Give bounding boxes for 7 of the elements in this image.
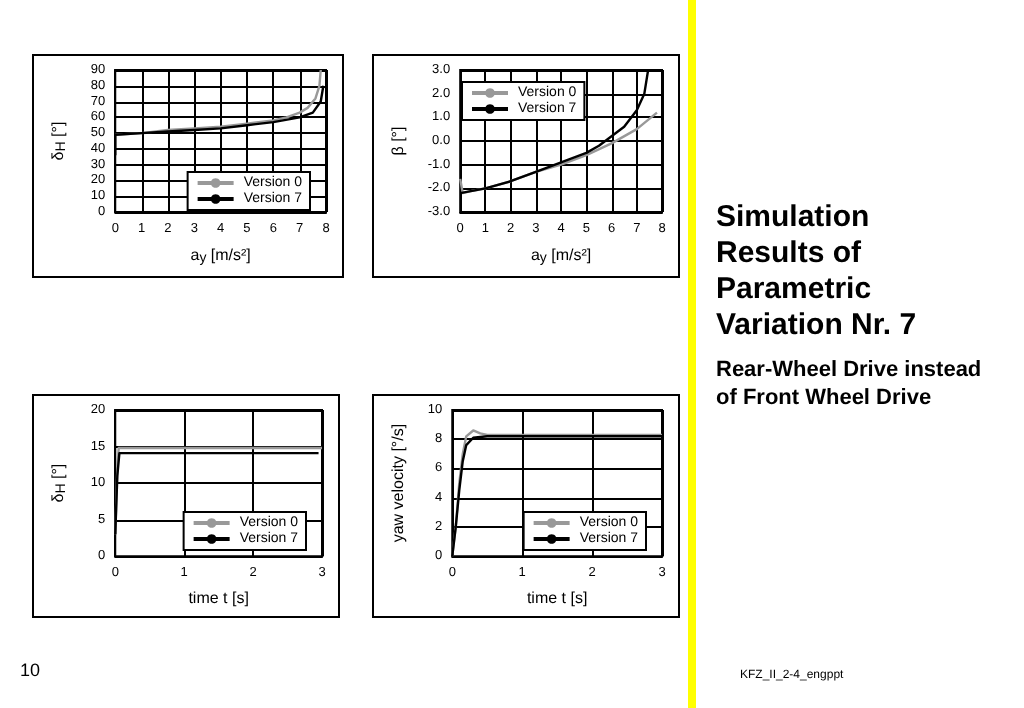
y-axis-title: β [°] (389, 126, 407, 156)
x-axis-title: time t [s] (526, 589, 588, 607)
text: Simulation Results of Parametric Variation Nr. 7 (716, 200, 919, 344)
text: Rear-Wheel Drive instead of Front Wheel Drive (716, 356, 984, 412)
x-axis-title: time t [s] (188, 589, 249, 607)
text: 10 (20, 660, 41, 680)
y-axis-title: yaw velocity [°/s] (389, 423, 407, 543)
